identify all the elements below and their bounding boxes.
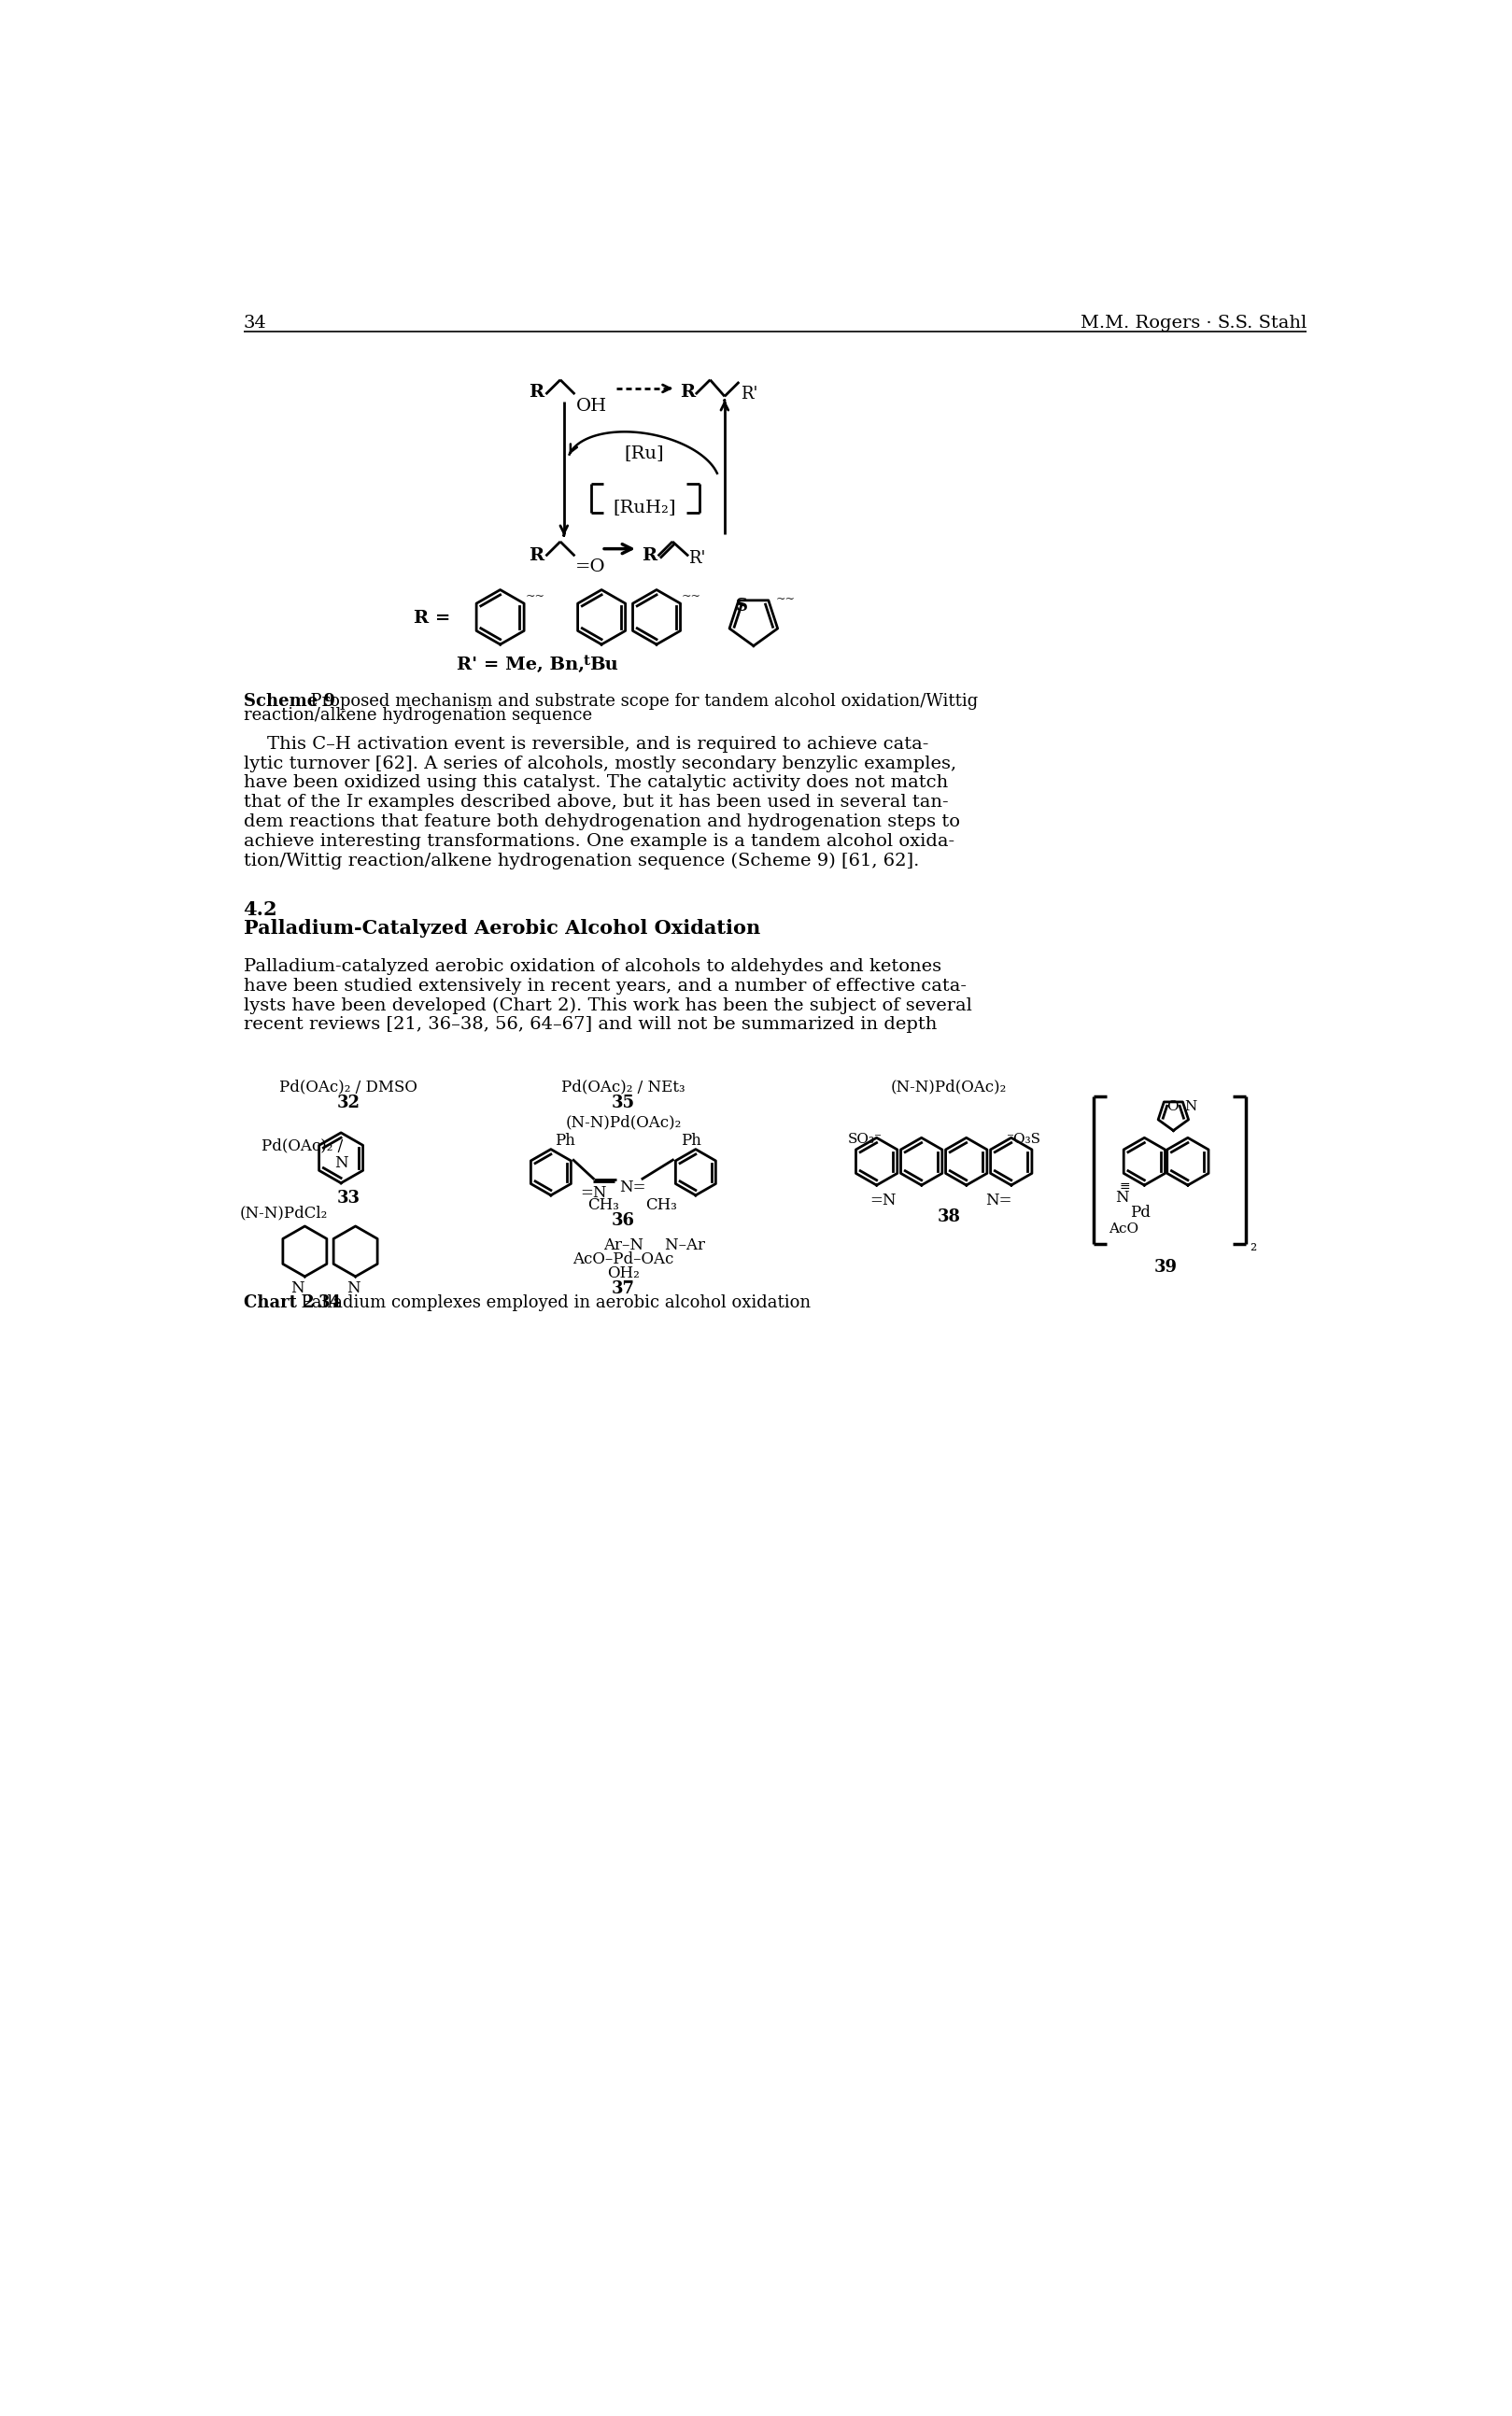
Text: R': R' [688,551,706,568]
Text: Chart 2: Chart 2 [243,1295,314,1312]
Text: This C–H activation event is reversible, and is required to achieve cata-: This C–H activation event is reversible,… [243,737,928,751]
Text: Scheme 9: Scheme 9 [243,693,334,710]
Text: =O: =O [575,558,605,575]
Text: 32: 32 [337,1094,360,1111]
Text: 33: 33 [337,1191,360,1208]
Text: lytic turnover [62]. A series of alcohols, mostly secondary benzylic examples,: lytic turnover [62]. A series of alcohol… [243,756,956,773]
Text: CH₃: CH₃ [587,1198,618,1213]
Text: 35: 35 [611,1094,635,1111]
Text: M.M. Rogers · S.S. Stahl: M.M. Rogers · S.S. Stahl [1080,314,1306,331]
Text: Pd: Pd [1129,1206,1151,1220]
Text: R: R [529,548,544,565]
Text: ₂: ₂ [1249,1237,1256,1254]
Text: AcO–Pd–OAc: AcO–Pd–OAc [573,1251,674,1268]
Text: R: R [680,384,696,401]
Text: tion/Wittig reaction/alkene hydrogenation sequence (Scheme 9) [61, 62].: tion/Wittig reaction/alkene hydrogenatio… [243,853,919,870]
Text: R: R [641,548,656,565]
Text: O: O [1166,1099,1178,1114]
Text: S: S [735,597,747,614]
Text: N–Ar: N–Ar [646,1237,705,1254]
Text: (N-N)PdCl₂: (N-N)PdCl₂ [240,1206,328,1220]
Text: R' = Me, Bn,: R' = Me, Bn, [457,657,585,674]
Text: have been oxidized using this catalyst. The catalytic activity does not match: have been oxidized using this catalyst. … [243,776,948,792]
Text: 34: 34 [319,1295,342,1312]
Text: Pd(OAc)₂ /: Pd(OAc)₂ / [262,1138,343,1152]
Text: (N-N)Pd(OAc)₂: (N-N)Pd(OAc)₂ [565,1114,682,1131]
Text: N: N [290,1280,304,1295]
Text: R: R [529,384,544,401]
Text: dem reactions that feature both dehydrogenation and hydrogenation steps to: dem reactions that feature both dehydrog… [243,814,960,831]
Text: 37: 37 [611,1280,635,1297]
Text: =N: =N [579,1186,606,1201]
Text: Proposed mechanism and substrate scope for tandem alcohol oxidation/Wittig: Proposed mechanism and substrate scope f… [299,693,978,710]
Text: OH₂: OH₂ [606,1266,640,1280]
Text: ~~: ~~ [682,590,700,602]
Text: 36: 36 [611,1213,635,1230]
Text: N: N [1116,1191,1129,1206]
Text: AcO: AcO [1108,1222,1139,1235]
Text: Pd(OAc)₂ / NEt₃: Pd(OAc)₂ / NEt₃ [561,1080,685,1094]
Text: reaction/alkene hydrogenation sequence: reaction/alkene hydrogenation sequence [243,708,591,725]
Text: ⁻O₃S: ⁻O₃S [1007,1133,1042,1145]
Text: N=: N= [620,1179,646,1196]
Text: OH: OH [576,399,608,416]
Text: lysts have been developed (Chart 2). This work has been the subject of several: lysts have been developed (Chart 2). Thi… [243,998,972,1015]
Text: 39: 39 [1155,1259,1178,1276]
Text: N: N [334,1155,348,1172]
Text: N: N [346,1280,360,1295]
Text: Ph: Ph [682,1133,702,1148]
Text: achieve interesting transformations. One example is a tandem alcohol oxida-: achieve interesting transformations. One… [243,834,954,850]
Text: ~~: ~~ [526,590,546,602]
Text: Pd(OAc)₂ / DMSO: Pd(OAc)₂ / DMSO [280,1080,417,1094]
Text: Bu: Bu [590,657,618,674]
Text: R =: R = [413,609,451,626]
Text: 38: 38 [937,1208,960,1225]
Text: Ph: Ph [555,1133,575,1148]
Text: have been studied extensively in recent years, and a number of effective cata-: have been studied extensively in recent … [243,978,966,995]
Text: ~~: ~~ [776,594,795,606]
Text: Palladium-catalyzed aerobic oxidation of alcohols to aldehydes and ketones: Palladium-catalyzed aerobic oxidation of… [243,959,940,974]
Text: [Ru]: [Ru] [624,445,664,461]
Text: Palladium complexes employed in aerobic alcohol oxidation: Palladium complexes employed in aerobic … [290,1295,810,1312]
Text: t: t [584,655,590,667]
Text: =N: =N [869,1194,897,1208]
Text: SO₃⁻: SO₃⁻ [848,1133,881,1145]
Text: recent reviews [21, 36–38, 56, 64–67] and will not be summarized in depth: recent reviews [21, 36–38, 56, 64–67] an… [243,1017,936,1034]
Text: (N-N)Pd(OAc)₂: (N-N)Pd(OAc)₂ [891,1080,1007,1094]
Text: R': R' [741,387,758,403]
Text: ≡: ≡ [1119,1179,1129,1194]
Text: CH₃: CH₃ [646,1198,676,1213]
Text: that of the Ir examples described above, but it has been used in several tan-: that of the Ir examples described above,… [243,795,948,812]
Text: 4.2: 4.2 [243,901,278,918]
Text: [RuH₂]: [RuH₂] [612,498,676,515]
Text: N=: N= [986,1194,1012,1208]
Text: Ar–N: Ar–N [603,1237,643,1254]
Text: 34: 34 [243,314,266,331]
Text: Palladium-Catalyzed Aerobic Alcohol Oxidation: Palladium-Catalyzed Aerobic Alcohol Oxid… [243,918,761,937]
Text: N: N [1184,1099,1196,1114]
